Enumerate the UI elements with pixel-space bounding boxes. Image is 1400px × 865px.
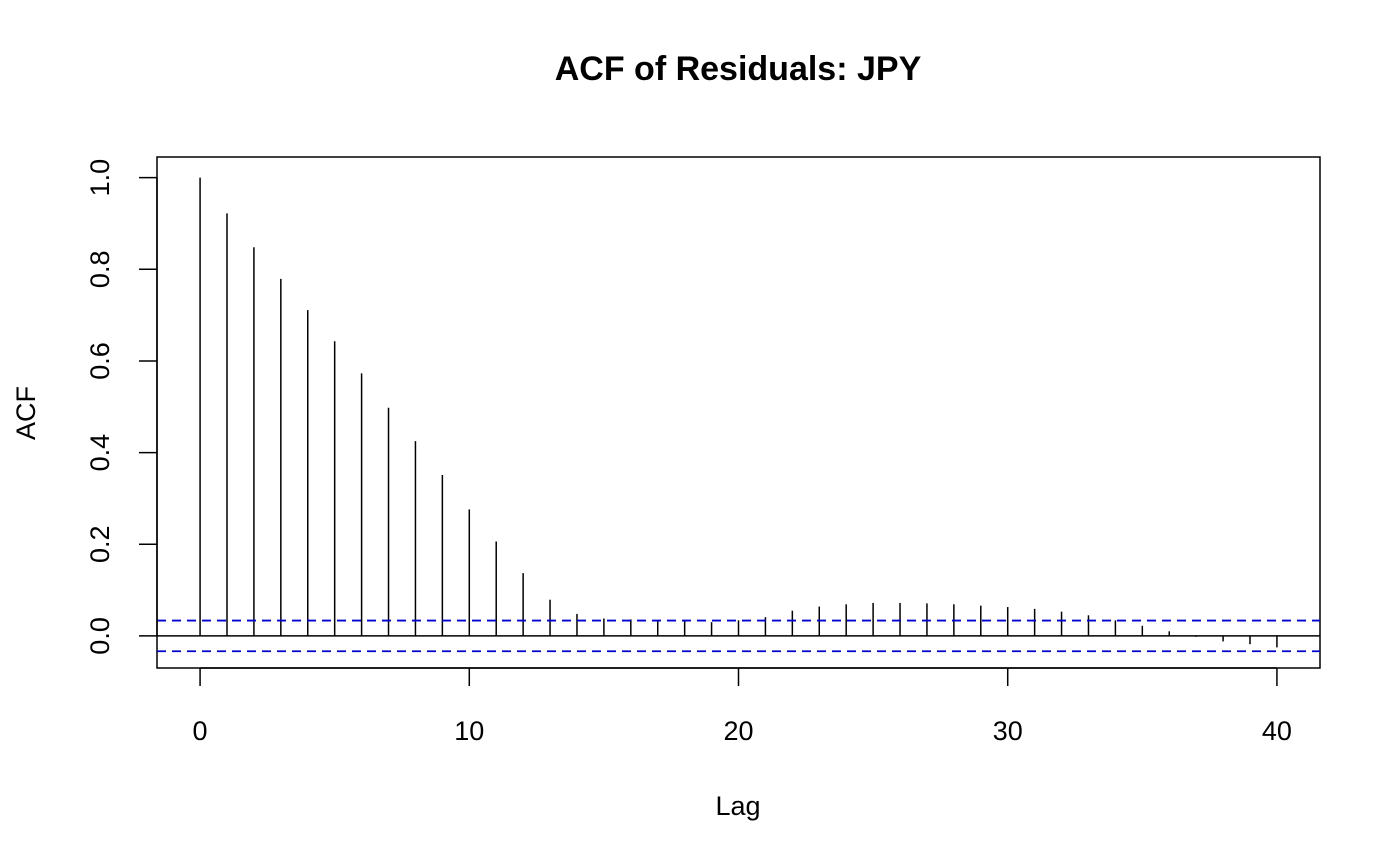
y-tick-label-4: 0.8: [85, 251, 115, 289]
chart-title: ACF of Residuals: JPY: [555, 50, 922, 88]
x-tick-label-30: 30: [993, 716, 1023, 746]
x-tick-label-10: 10: [454, 716, 484, 746]
plot-frame: [156, 156, 1321, 669]
y-tick-label-1: 0.2: [85, 525, 115, 563]
x-axis: 0 10 20 30 40: [193, 667, 1292, 746]
x-axis-label: Lag: [715, 791, 760, 821]
x-tick-label-0: 0: [193, 716, 208, 746]
y-tick-label-3: 0.6: [85, 342, 115, 380]
y-tick-label-2: 0.4: [85, 434, 115, 472]
y-axis: 0.0 0.2 0.4 0.6 0.8 1.0: [85, 159, 158, 655]
y-tick-label-5: 1.0: [85, 159, 115, 197]
x-tick-label-20: 20: [723, 716, 753, 746]
acf-bars: [199, 177, 1278, 648]
x-tick-label-40: 40: [1262, 716, 1292, 746]
y-axis-label: ACF: [11, 386, 41, 440]
y-tick-label-0: 0.0: [85, 617, 115, 655]
